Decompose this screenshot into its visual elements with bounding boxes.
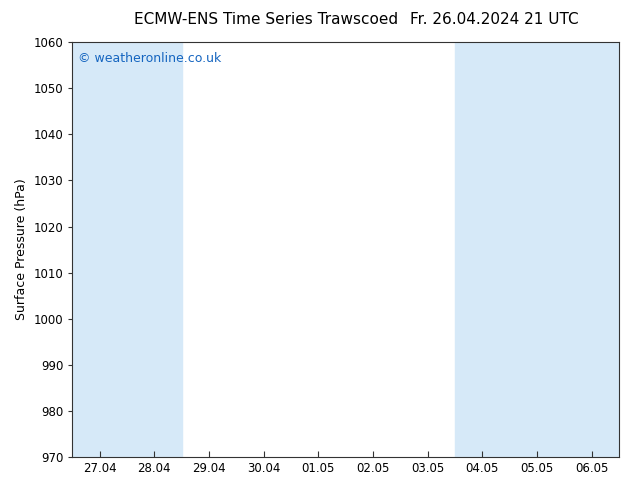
Bar — [455, 42, 510, 457]
Bar — [127, 42, 182, 457]
Text: © weatheronline.co.uk: © weatheronline.co.uk — [78, 52, 221, 66]
Text: Fr. 26.04.2024 21 UTC: Fr. 26.04.2024 21 UTC — [410, 12, 579, 27]
Text: ECMW-ENS Time Series Trawscoed: ECMW-ENS Time Series Trawscoed — [134, 12, 398, 27]
Y-axis label: Surface Pressure (hPa): Surface Pressure (hPa) — [15, 179, 28, 320]
Bar — [72, 42, 127, 457]
Bar — [510, 42, 564, 457]
Bar — [564, 42, 619, 457]
